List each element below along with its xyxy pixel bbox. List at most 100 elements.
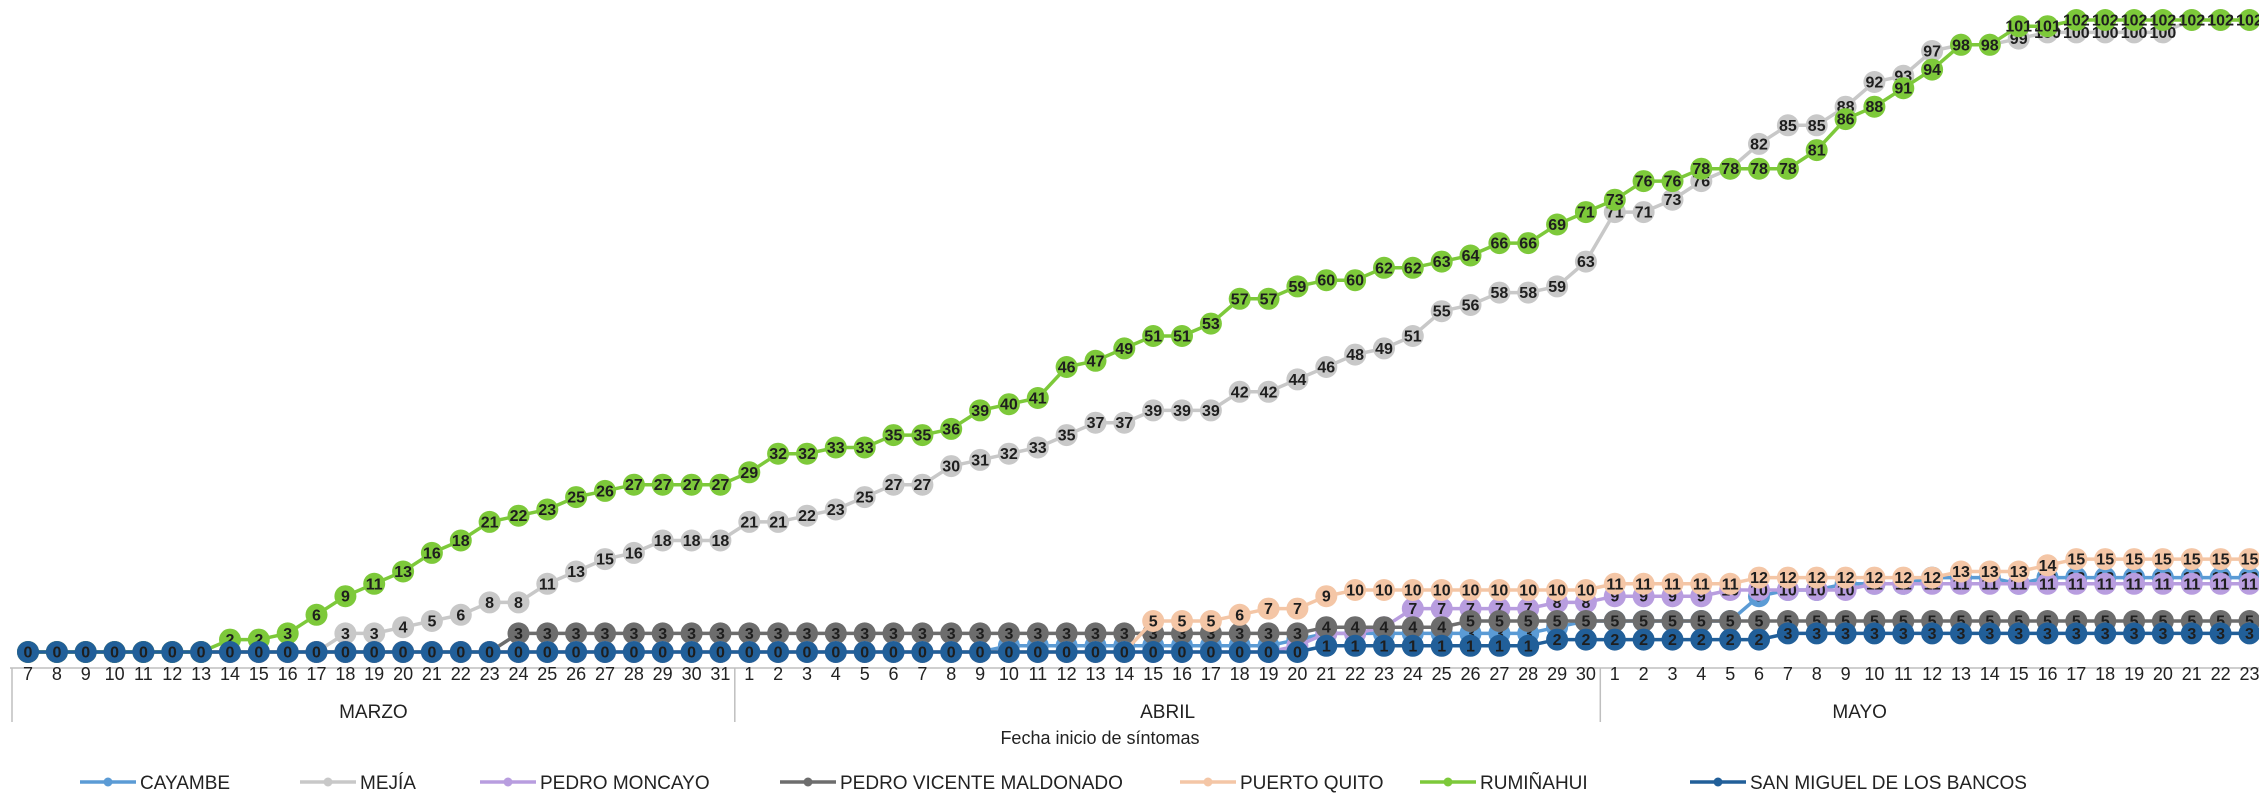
data-point — [767, 442, 790, 465]
data-label: 58 — [1519, 285, 1537, 302]
data-label: 3 — [1206, 626, 1215, 643]
x-tick-label: 4 — [831, 664, 841, 684]
data-point — [1401, 634, 1424, 657]
legend-marker — [503, 777, 513, 787]
data-point — [767, 622, 790, 645]
data-label: 3 — [2072, 626, 2081, 643]
x-tick-label: 9 — [81, 664, 91, 684]
data-label: 4 — [1437, 620, 1446, 637]
data-point — [796, 504, 818, 527]
data-label: 3 — [2130, 626, 2139, 643]
x-tick-label: 29 — [653, 664, 673, 684]
data-point — [2238, 9, 2259, 31]
data-label: 0 — [774, 645, 783, 662]
data-point — [1517, 634, 1540, 657]
data-point — [420, 641, 443, 663]
data-point — [709, 529, 732, 552]
data-point — [911, 424, 934, 447]
data-label: 71 — [1635, 205, 1653, 222]
data-label: 56 — [1462, 298, 1480, 315]
data-label: 5 — [2158, 614, 2167, 631]
data-label: 0 — [1120, 645, 1129, 662]
data-label: 3 — [2043, 626, 2052, 643]
data-label: 2 — [1639, 632, 1648, 649]
x-tick-label: 14 — [1114, 664, 1134, 684]
data-point — [1026, 436, 1049, 459]
data-point — [1805, 114, 1828, 137]
data-point — [1430, 300, 1453, 323]
data-label: 97 — [1923, 44, 1941, 61]
data-label: 102 — [2207, 13, 2234, 30]
legend-item: MEJÍA — [300, 773, 416, 794]
data-label: 3 — [918, 626, 927, 643]
data-point — [738, 510, 761, 533]
data-label: 13 — [394, 564, 412, 581]
data-point — [1199, 610, 1222, 632]
data-point — [1603, 610, 1626, 632]
data-point — [1113, 641, 1136, 663]
data-point — [1026, 387, 1049, 409]
x-tick-label: 27 — [1489, 664, 1509, 684]
data-point — [1632, 628, 1655, 651]
data-label: 21 — [740, 514, 758, 531]
data-label: 10 — [1548, 583, 1566, 600]
data-point — [565, 486, 588, 509]
data-label: 5 — [2216, 614, 2225, 631]
data-label: 11 — [1693, 576, 1710, 593]
data-label: 102 — [2121, 13, 2148, 30]
data-point — [2094, 572, 2117, 595]
data-label: 2 — [254, 632, 263, 649]
data-label: 92 — [1866, 75, 1884, 92]
data-label: 0 — [24, 645, 33, 662]
data-label: 51 — [1173, 329, 1191, 346]
data-label: 13 — [567, 564, 585, 581]
data-point — [1257, 380, 1280, 403]
data-point — [2007, 622, 2030, 645]
data-label: 66 — [1519, 236, 1537, 253]
data-label: 11 — [2068, 576, 2085, 593]
data-label: 0 — [831, 645, 840, 662]
data-point — [420, 541, 443, 564]
data-label: 0 — [312, 645, 321, 662]
data-point — [2238, 572, 2259, 595]
data-point — [1430, 597, 1453, 620]
data-point — [1719, 572, 1742, 595]
data-point — [1055, 356, 1078, 378]
data-point — [1776, 566, 1799, 589]
data-label: 102 — [2092, 13, 2119, 30]
data-point — [1459, 610, 1482, 632]
x-tick-label: 28 — [624, 664, 644, 684]
data-label: 3 — [1466, 626, 1475, 643]
data-point — [45, 641, 68, 663]
x-tick-label: 23 — [1374, 664, 1394, 684]
x-tick-label: 22 — [451, 664, 471, 684]
x-tick-label: 6 — [888, 664, 898, 684]
data-label: 49 — [1115, 341, 1133, 358]
x-tick-label: 2 — [773, 664, 783, 684]
data-point — [997, 622, 1020, 645]
x-tick-label: 20 — [2153, 664, 2173, 684]
data-label: 18 — [712, 533, 730, 550]
data-point — [1805, 622, 1828, 645]
x-tick-label: 2 — [1639, 664, 1649, 684]
data-point — [1286, 368, 1309, 391]
x-tick-label: 22 — [2211, 664, 2231, 684]
data-point — [1863, 71, 1886, 93]
x-tick-label: 15 — [2009, 664, 2029, 684]
data-point — [680, 529, 703, 552]
data-point — [2151, 572, 2174, 595]
data-point — [940, 622, 963, 645]
data-point — [1863, 566, 1886, 589]
data-label: 57 — [1260, 291, 1278, 308]
data-label: 3 — [1178, 626, 1187, 643]
data-point — [1748, 566, 1770, 589]
data-label: 76 — [1635, 174, 1653, 191]
data-label: 22 — [798, 508, 816, 525]
data-point — [507, 504, 530, 527]
data-label: 7 — [1466, 601, 1475, 618]
data-label: 32 — [769, 446, 787, 463]
data-point — [478, 510, 501, 533]
data-point — [1978, 33, 2001, 56]
data-point — [1459, 294, 1482, 316]
